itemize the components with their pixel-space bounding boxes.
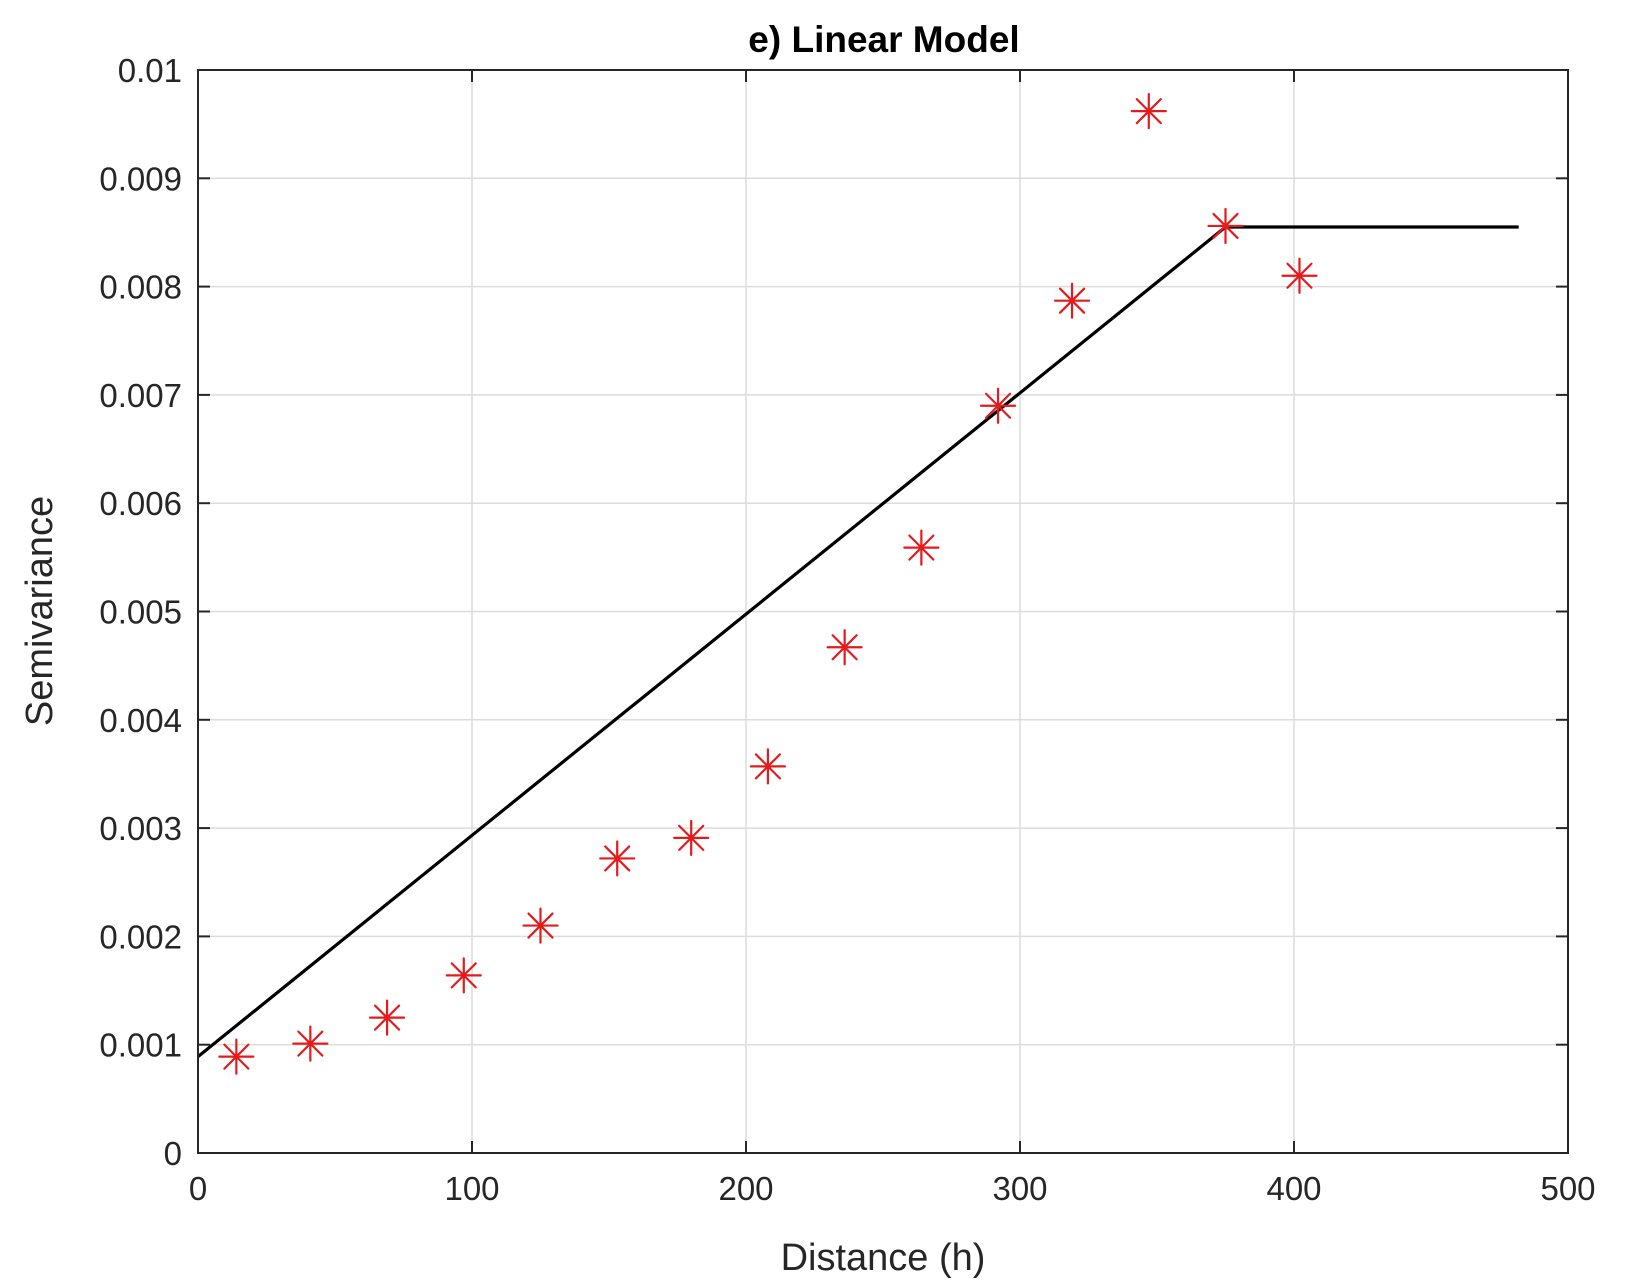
x-tick-label: 400 xyxy=(1266,1170,1321,1207)
data-point xyxy=(749,748,787,785)
y-tick-label: 0.007 xyxy=(99,377,182,414)
scatter-layer xyxy=(218,93,1318,1075)
x-tick-label: 200 xyxy=(718,1170,773,1207)
data-point xyxy=(979,387,1017,424)
model-line xyxy=(196,225,1519,1058)
data-point xyxy=(368,999,406,1036)
data-point xyxy=(673,819,710,856)
y-tick-label: 0.008 xyxy=(99,269,182,306)
data-point xyxy=(1207,207,1244,245)
x-tick-label: 0 xyxy=(189,1170,207,1207)
model-line-layer xyxy=(196,225,1519,1058)
data-point xyxy=(292,1025,329,1062)
data-point xyxy=(1281,257,1318,294)
y-tick-label: 0.002 xyxy=(99,918,182,955)
data-point xyxy=(522,907,559,944)
data-point xyxy=(599,840,636,877)
data-point xyxy=(1130,93,1167,130)
y-tick-label: 0.004 xyxy=(99,702,182,739)
y-tick-label: 0.01 xyxy=(118,52,182,89)
y-tick-label: 0.009 xyxy=(99,160,182,197)
data-point xyxy=(826,629,863,666)
y-tick-label: 0.006 xyxy=(99,485,182,522)
y-tick-label: 0 xyxy=(164,1135,182,1172)
data-point xyxy=(218,1038,255,1075)
y-tick-label: 0.001 xyxy=(99,1027,182,1064)
data-point xyxy=(1053,282,1091,319)
y-axis-label: Semivariance xyxy=(19,496,61,726)
data-point xyxy=(903,529,940,566)
y-tick-label: 0.005 xyxy=(99,594,182,631)
grid xyxy=(198,70,1568,1153)
y-tick-label: 0.003 xyxy=(99,810,182,847)
x-axis-label: Distance (h) xyxy=(781,1237,986,1279)
chart-title: e) Linear Model xyxy=(748,19,1019,60)
data-point xyxy=(445,957,482,994)
ticks: 0 100 200 300 400 500 0 0.001 0.002 0.003 0.004 0.0… xyxy=(99,52,1595,1207)
x-tick-label: 100 xyxy=(444,1170,499,1207)
x-tick-label: 500 xyxy=(1540,1170,1595,1207)
x-tick-label: 300 xyxy=(992,1170,1047,1207)
